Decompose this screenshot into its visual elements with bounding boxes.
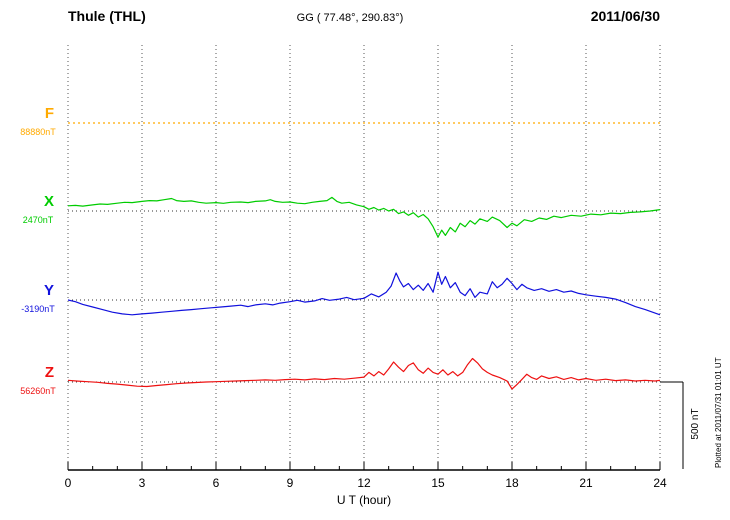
scale-bar-label: 500 nT xyxy=(690,408,701,439)
component-label-f: F xyxy=(44,105,54,122)
component-baseline-x: 2470nT xyxy=(22,215,54,225)
plot-date: 2011/06/30 xyxy=(590,8,660,24)
component-label-y: Y xyxy=(43,282,54,299)
x-tick-label-18: 18 xyxy=(505,476,519,490)
x-tick-label-6: 6 xyxy=(213,476,220,490)
x-tick-label-24: 24 xyxy=(653,476,667,490)
x-tick-label-3: 3 xyxy=(139,476,146,490)
x-tick-label-21: 21 xyxy=(579,476,593,490)
x-tick-label-0: 0 xyxy=(65,476,72,490)
component-baseline-f: 88880nT xyxy=(20,127,56,137)
component-label-x: X xyxy=(43,193,54,210)
x-tick-label-9: 9 xyxy=(287,476,294,490)
component-baseline-z: 56260nT xyxy=(20,386,56,396)
x-tick-label-15: 15 xyxy=(431,476,445,490)
x-tick-label-12: 12 xyxy=(357,476,371,490)
x-axis-title: U T (hour) xyxy=(336,493,392,507)
trace-x xyxy=(67,196,661,238)
component-label-z: Z xyxy=(44,364,54,381)
observatory-coordinates: GG ( 77.48°, 290.83°) xyxy=(296,12,404,24)
chart-layer: 0 3 6 9 12 15 18 21 24 xyxy=(65,45,684,490)
component-baseline-y: -3190nT xyxy=(21,304,55,314)
trace-z xyxy=(67,357,661,390)
station-title: Thule (THL) xyxy=(68,8,146,24)
trace-y xyxy=(67,271,661,316)
plotted-at-note: Plotted at 2011/07/31 01:01 UT xyxy=(714,357,723,468)
